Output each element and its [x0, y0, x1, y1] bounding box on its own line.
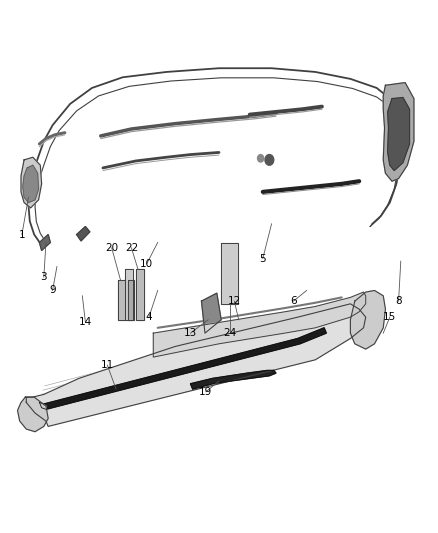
- Polygon shape: [388, 98, 410, 171]
- Text: 14: 14: [79, 318, 92, 327]
- Polygon shape: [18, 397, 48, 432]
- Text: 1: 1: [18, 230, 25, 239]
- Polygon shape: [128, 280, 134, 320]
- Polygon shape: [118, 280, 125, 320]
- Text: 4: 4: [145, 312, 152, 322]
- Circle shape: [265, 155, 274, 165]
- Polygon shape: [26, 304, 366, 426]
- Text: 24: 24: [223, 328, 237, 338]
- Circle shape: [258, 155, 264, 162]
- Polygon shape: [77, 227, 90, 241]
- Text: 3: 3: [40, 272, 47, 282]
- Text: 19: 19: [199, 387, 212, 397]
- Text: 15: 15: [383, 312, 396, 322]
- Text: 5: 5: [259, 254, 266, 263]
- Polygon shape: [39, 235, 50, 251]
- Polygon shape: [23, 165, 39, 203]
- Text: 8: 8: [395, 296, 402, 306]
- Text: 22: 22: [125, 243, 138, 253]
- Polygon shape: [153, 292, 366, 357]
- Text: 10: 10: [140, 259, 153, 269]
- Polygon shape: [191, 370, 276, 389]
- Polygon shape: [350, 290, 385, 349]
- Polygon shape: [383, 83, 414, 181]
- Polygon shape: [39, 328, 326, 409]
- Polygon shape: [221, 243, 238, 304]
- Text: 12: 12: [228, 296, 241, 306]
- Text: 11: 11: [101, 360, 114, 370]
- Text: 13: 13: [184, 328, 197, 338]
- Text: 6: 6: [290, 296, 297, 306]
- Polygon shape: [21, 157, 42, 208]
- Text: 9: 9: [49, 286, 56, 295]
- Polygon shape: [125, 269, 133, 320]
- Text: 20: 20: [105, 243, 118, 253]
- Polygon shape: [201, 293, 221, 333]
- Polygon shape: [136, 269, 144, 320]
